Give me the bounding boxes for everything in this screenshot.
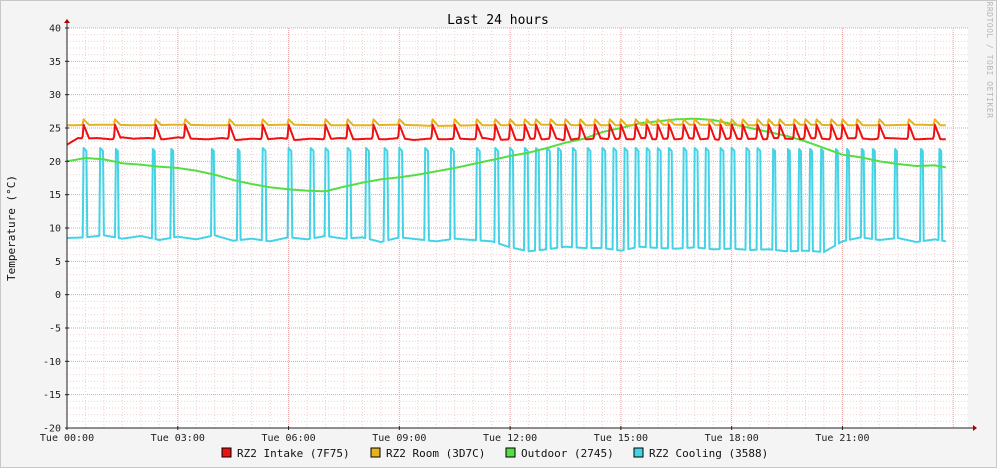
x-tick-label: Tue 00:00 — [40, 433, 94, 444]
x-tick-label: Tue 18:00 — [705, 433, 759, 444]
x-tick-label: Tue 03:00 — [151, 433, 205, 444]
series-layer — [66, 117, 946, 253]
x-tick-label: Tue 21:00 — [815, 433, 869, 444]
y-tick-label: 25 — [49, 124, 61, 135]
series-room-line — [66, 118, 946, 127]
x-tick-labels: Tue 00:00 Tue 03:00 Tue 06:00 Tue 09:00 Tue … — [40, 426, 870, 444]
legend: RZ2 Intake (7F75) RZ2 Room (3D7C) Outdoor … — [221, 447, 768, 460]
y-tick-label: 40 — [49, 24, 61, 35]
y-tick-label: 15 — [49, 190, 61, 201]
chart-title: Last 24 hours — [447, 13, 549, 28]
y-tick-labels: 40 35 30 25 20 15 10 5 0 -5 -10 -15 -20 — [43, 24, 69, 435]
grid — [66, 27, 968, 429]
y-tick-label: 10 — [49, 224, 61, 235]
x-tick-label: Tue 06:00 — [261, 433, 315, 444]
x-tick-label: Tue 12:00 — [483, 433, 537, 444]
y-tick-label: -5 — [49, 324, 61, 335]
x-tick-label: Tue 09:00 — [372, 433, 426, 444]
y-tick-label: -10 — [43, 357, 61, 368]
y-tick-label: 0 — [55, 290, 61, 301]
legend-label: RZ2 Intake (7F75) — [237, 447, 350, 460]
legend-label: RZ2 Room (3D7C) — [386, 447, 485, 460]
legend-swatch — [505, 447, 516, 458]
y-axis-label: Temperature (°C) — [5, 175, 18, 281]
y-tick-label: 20 — [49, 157, 61, 168]
y-tick-label: -20 — [43, 424, 61, 435]
watermark: RRDTOOL / TOBI OETIKER — [985, 2, 994, 119]
y-tick-label: -15 — [43, 390, 61, 401]
y-tick-label: 30 — [49, 90, 61, 101]
legend-swatch — [370, 447, 381, 458]
legend-label: RZ2 Cooling (3588) — [649, 447, 768, 460]
y-tick-label: 5 — [55, 257, 61, 268]
legend-label: Outdoor (2745) — [521, 447, 614, 460]
x-axis-arrow — [973, 425, 977, 431]
axes — [64, 19, 977, 431]
series-cooling-line — [66, 147, 946, 253]
legend-swatch — [221, 447, 232, 458]
series-intake-line — [66, 123, 946, 146]
y-tick-label: 35 — [49, 57, 61, 68]
legend-swatch — [633, 447, 644, 458]
y-axis-arrow — [64, 19, 70, 23]
x-tick-label: Tue 15:00 — [594, 433, 648, 444]
